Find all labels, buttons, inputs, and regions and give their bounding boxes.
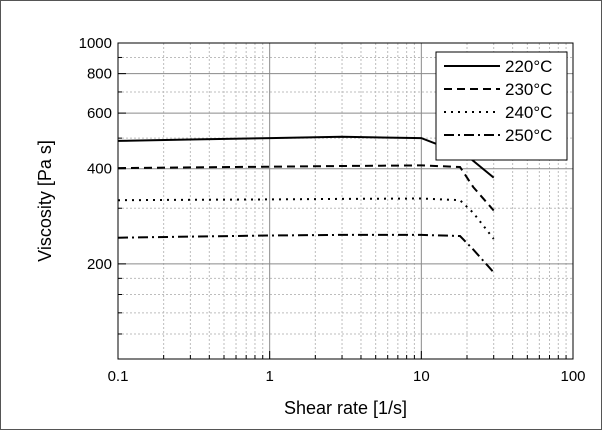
- y-axis-label: Viscosity [Pa s]: [35, 140, 55, 262]
- legend-box: [435, 51, 568, 161]
- x-tick-label: 0.1: [108, 368, 129, 385]
- y-tick-label: 1000: [79, 35, 112, 52]
- series-line-240C: [117, 197, 495, 240]
- x-axis-label: Shear rate [1/s]: [284, 398, 407, 418]
- y-tick-label: 200: [87, 256, 112, 273]
- series-line-230C: [117, 164, 495, 212]
- legend-label: 230°C: [505, 80, 552, 99]
- legend-label: 240°C: [505, 103, 552, 122]
- x-tick-label: 100: [560, 368, 585, 385]
- legend-label: 250°C: [505, 126, 552, 145]
- x-tick-label: 10: [413, 368, 430, 385]
- x-tick-label: 1: [265, 368, 273, 385]
- series-line-250C: [117, 233, 495, 274]
- plot-area: [117, 42, 574, 360]
- legend: 220°C 230°C 240°C 250°C: [435, 51, 568, 161]
- axis-ticks: 0.1 1 10 100 200 400 600 800 1000: [79, 35, 586, 385]
- y-tick-label: 800: [87, 66, 112, 83]
- y-tick-label: 400: [87, 161, 112, 178]
- legend-label: 220°C: [505, 57, 552, 76]
- y-tick-label: 600: [87, 105, 112, 122]
